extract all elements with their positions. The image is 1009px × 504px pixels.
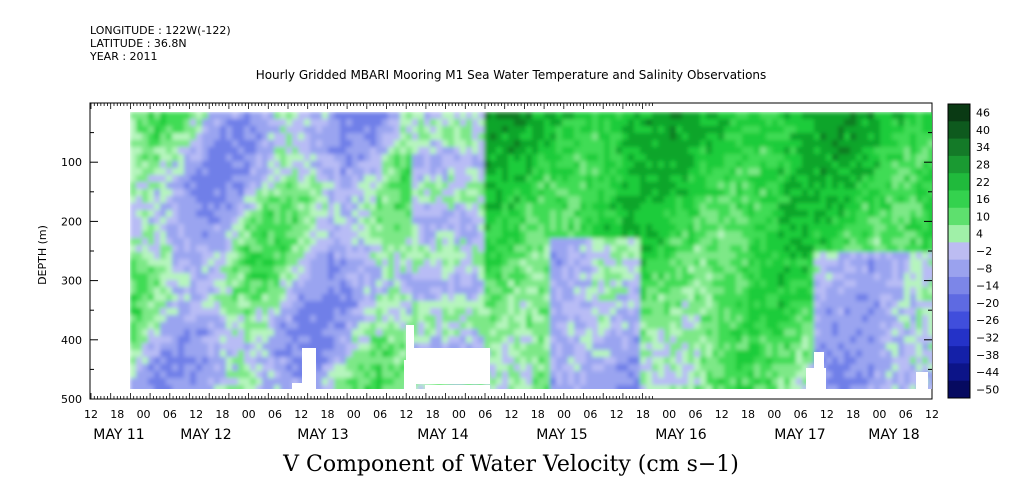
x-tick-label: 00 — [347, 408, 361, 421]
colorbar-label: 28 — [976, 159, 990, 172]
x-day-label: MAY 14 — [417, 427, 468, 443]
y-axis-label: DEPTH (m) — [36, 225, 49, 285]
colorbar-swatch — [948, 190, 970, 209]
colorbar-swatch — [948, 294, 970, 313]
colorbar-label: −20 — [976, 297, 999, 310]
x-day-label: MAY 15 — [536, 427, 587, 443]
x-tick-label: 18 — [321, 408, 335, 421]
x-tick-label: 12 — [84, 408, 98, 421]
chart-title: Hourly Gridded MBARI Mooring M1 Sea Wate… — [255, 68, 767, 82]
velocity-field — [130, 112, 932, 389]
x-tick-label: 06 — [899, 408, 913, 421]
colorbar-swatch — [948, 328, 970, 347]
x-tick-label: 18 — [636, 408, 650, 421]
colorbar-swatch — [948, 225, 970, 243]
x-tick-label: 12 — [925, 408, 939, 421]
x-tick-label: 06 — [373, 408, 387, 421]
x-tick-label: 00 — [662, 408, 676, 421]
x-day-label: MAY 13 — [297, 427, 348, 443]
colorbar-label: −8 — [976, 262, 992, 275]
colorbar-label: −14 — [976, 280, 999, 293]
x-tick-label: 18 — [215, 408, 229, 421]
colorbar-swatch — [948, 311, 970, 330]
x-tick-label: 00 — [872, 408, 886, 421]
x-tick-label: 06 — [794, 408, 808, 421]
year-label: YEAR : 2011 — [90, 50, 158, 63]
x-tick-label: 12 — [715, 408, 729, 421]
colorbar-label: 40 — [976, 124, 990, 137]
x-day-label: MAY 16 — [655, 427, 706, 443]
colorbar-label: 10 — [976, 210, 990, 223]
y-tick-label: 500 — [61, 393, 82, 406]
colorbar-swatch — [948, 380, 970, 399]
x-tick-label: 00 — [767, 408, 781, 421]
x-tick-label: 18 — [741, 408, 755, 421]
colorbar-swatch — [948, 207, 970, 226]
x-tick-label: 18 — [426, 408, 440, 421]
x-tick-label: 06 — [163, 408, 177, 421]
colorbar-label: −32 — [976, 331, 999, 344]
colorbar-swatch — [948, 173, 970, 191]
x-day-label: MAY 12 — [180, 427, 231, 443]
colorbar-swatch — [948, 138, 970, 157]
colorbar-label: −2 — [976, 245, 992, 258]
colorbar-swatch — [948, 155, 970, 174]
x-tick-label: 12 — [610, 408, 624, 421]
x-tick-label: 00 — [242, 408, 256, 421]
x-tick-label: 12 — [399, 408, 413, 421]
x-tick-label: 00 — [137, 408, 151, 421]
x-tick-label: 06 — [688, 408, 702, 421]
y-tick-label: 200 — [61, 215, 82, 228]
x-tick-label: 06 — [478, 408, 492, 421]
colorbar-label: −44 — [976, 366, 999, 379]
longitude-label: LONGITUDE : 122W(-122) — [90, 24, 231, 37]
colorbar-swatch — [948, 276, 970, 295]
x-tick-label: 18 — [846, 408, 860, 421]
colorbar-swatch — [948, 121, 970, 140]
metadata-block: LONGITUDE : 122W(-122) LATITUDE : 36.8N … — [90, 24, 231, 63]
latitude-label: LATITUDE : 36.8N — [90, 37, 187, 50]
x-tick-label: 12 — [189, 408, 203, 421]
missing-data-regions — [91, 104, 931, 398]
colorbar-swatch — [948, 104, 970, 122]
colorbar-swatch — [948, 346, 970, 364]
x-tick-label: 12 — [294, 408, 308, 421]
x-day-label: MAY 17 — [774, 427, 825, 443]
y-tick-label: 100 — [61, 156, 82, 169]
x-tick-label: 06 — [268, 408, 282, 421]
y-tick-label: 400 — [61, 334, 82, 347]
colorbar-swatch — [948, 242, 970, 261]
colorbar-label: −38 — [976, 349, 999, 362]
colorbar-swatch — [948, 363, 970, 382]
colorbar-label: 46 — [976, 107, 990, 120]
x-tick-label: 00 — [452, 408, 466, 421]
x-tick-label: 00 — [557, 408, 571, 421]
colorbar-label: 22 — [976, 176, 990, 189]
x-day-label: MAY 18 — [868, 427, 919, 443]
colorbar-label: −26 — [976, 314, 999, 327]
x-axis-label: V Component of Water Velocity (cm s−1) — [283, 452, 739, 477]
x-tick-label: 12 — [505, 408, 519, 421]
colorbar-label: 16 — [976, 193, 990, 206]
x-tick-label: 18 — [531, 408, 545, 421]
x-tick-label: 12 — [820, 408, 834, 421]
x-day-label: MAY 11 — [93, 427, 144, 443]
y-tick-label: 300 — [61, 275, 82, 288]
colorbar-label: 4 — [976, 228, 983, 241]
colorbar-label: 34 — [976, 141, 990, 154]
colorbar: 46 40 34 28 22 16 10 4 −2 −8 −14 −20 −26 −32 −38 −44 −50 — [947, 103, 999, 399]
colorbar-label: −50 — [976, 383, 999, 396]
colorbar-swatch — [948, 259, 970, 278]
x-tick-label: 18 — [110, 408, 124, 421]
x-tick-label: 06 — [583, 408, 597, 421]
